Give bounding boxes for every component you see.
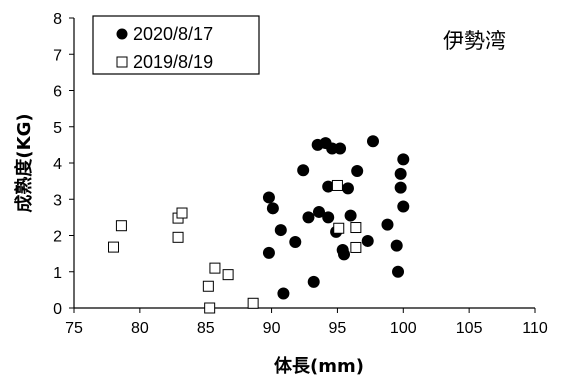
legend-label-2020: 2020/8/17 — [133, 24, 213, 44]
data-point-2019 — [115, 220, 127, 232]
data-point-2020 — [307, 275, 320, 288]
data-point-2019 — [331, 179, 343, 191]
data-point-2020 — [394, 167, 407, 180]
data-point-2019 — [204, 302, 216, 314]
data-point-2020 — [274, 224, 287, 237]
data-point-2019 — [202, 280, 214, 292]
series-0 — [262, 135, 410, 300]
data-point-2020 — [266, 202, 279, 215]
data-point-2019 — [209, 262, 221, 274]
y-tick-label: 2 — [53, 229, 62, 246]
data-point-2020 — [277, 287, 290, 300]
data-point-2020 — [390, 239, 403, 252]
region-annotation: 伊勢湾 — [443, 29, 506, 53]
data-point-2020 — [262, 246, 275, 259]
data-point-2020 — [338, 248, 351, 261]
y-tick-label: 4 — [53, 156, 62, 173]
data-point-2020 — [334, 142, 347, 155]
x-tick-label: 80 — [131, 320, 149, 337]
data-point-2020 — [322, 211, 335, 224]
data-point-2020 — [322, 180, 335, 193]
tick-labels: 0 1 2 3 4 5 6 7 8 75 80 85 90 95 100 105 110 — [53, 11, 548, 337]
data-point-2020 — [366, 135, 379, 148]
x-tick-label: 85 — [197, 320, 215, 337]
legend-label-2019: 2019/8/19 — [133, 52, 213, 72]
legend-entry-2020: 2020/8/17 — [116, 24, 213, 44]
x-axis-title: 体長(mm) — [274, 355, 364, 377]
data-point-2019 — [247, 297, 259, 309]
y-axis-title: 成熟度(KG) — [13, 113, 35, 212]
series-1 — [108, 179, 362, 314]
y-tick-label: 8 — [53, 11, 62, 28]
data-point-2020 — [397, 200, 410, 213]
x-tick-label: 110 — [522, 320, 548, 337]
data-point-2020 — [381, 218, 394, 231]
data-point-2020 — [397, 153, 410, 166]
x-tick-label: 100 — [390, 320, 417, 337]
data-point-2019 — [333, 222, 345, 234]
data-point-2020 — [262, 191, 275, 204]
data-point-2020 — [289, 236, 302, 249]
data-point-2019 — [108, 241, 120, 253]
data-point-2019 — [350, 241, 362, 253]
y-tick-label: 3 — [53, 192, 62, 209]
y-tick-label: 6 — [53, 84, 62, 101]
data-point-2020 — [341, 182, 354, 195]
data-point-2020 — [297, 164, 310, 177]
data-point-2020 — [361, 234, 374, 247]
data-point-2019 — [176, 207, 188, 219]
x-tick-label: 75 — [65, 320, 83, 337]
legend-marker-filled-circle — [116, 28, 128, 40]
data-point-2019 — [172, 231, 184, 243]
data-point-2020 — [344, 209, 357, 222]
data-point-2019 — [350, 222, 362, 234]
y-tick-label: 1 — [53, 265, 62, 282]
data-point-2020 — [302, 211, 315, 224]
x-tick-label: 95 — [329, 320, 347, 337]
legend-marker-open-square — [116, 56, 128, 68]
x-tick-label: 105 — [456, 320, 483, 337]
data-points — [108, 135, 410, 314]
y-tick-label: 7 — [53, 47, 62, 64]
data-point-2020 — [394, 181, 407, 194]
data-point-2019 — [222, 269, 234, 281]
data-point-2020 — [312, 205, 325, 218]
legend-entry-2019: 2019/8/19 — [116, 52, 213, 72]
data-point-2020 — [351, 164, 364, 177]
y-tick-label: 5 — [53, 120, 62, 137]
data-point-2020 — [392, 265, 405, 278]
legend: 2020/8/17 2019/8/19 — [92, 15, 260, 75]
x-tick-label: 90 — [263, 320, 281, 337]
y-tick-label: 0 — [53, 301, 62, 318]
